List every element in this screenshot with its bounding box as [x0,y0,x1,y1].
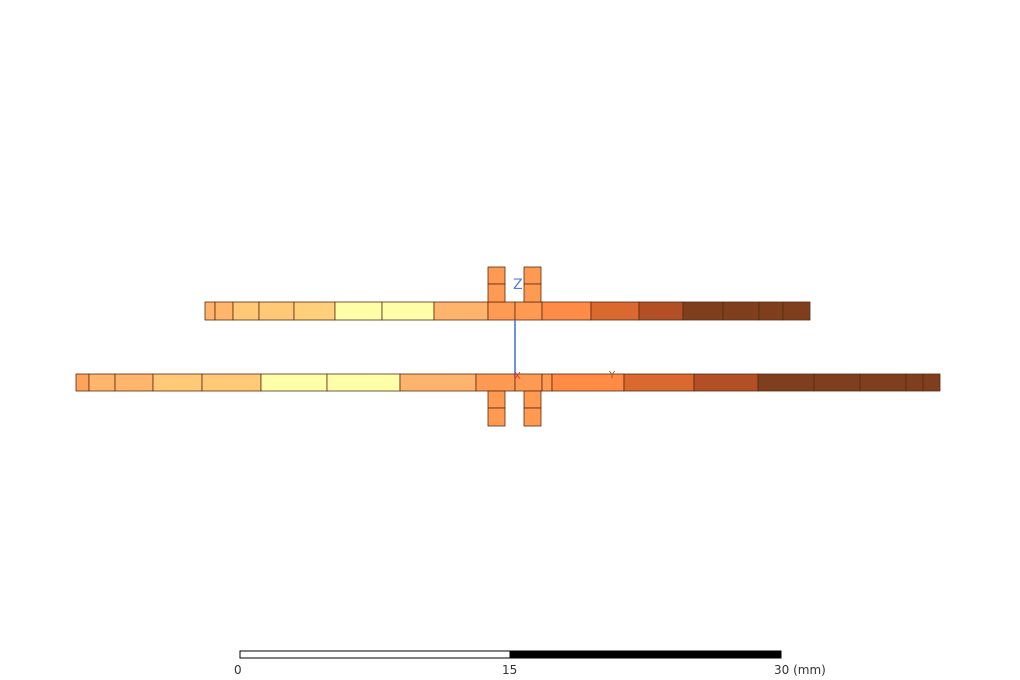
x-axis-label: X [514,371,521,382]
mesh-element [334,301,383,321]
mesh-element [487,301,516,321]
mesh-element [523,283,542,303]
mesh-element [381,301,435,321]
mesh-element [260,373,328,392]
mesh-element [722,301,760,321]
mesh-element [757,373,815,392]
mesh-element [214,301,234,321]
upper-beam-mesh [204,266,811,321]
mesh-element [693,373,759,392]
mesh-element [88,373,116,392]
mesh-element [487,266,506,285]
mesh-element [475,373,516,392]
y-axis-label: Y [608,370,616,381]
mesh-element [758,301,784,321]
mesh-element [487,390,506,409]
scale-bar-label-start: 0 [234,663,242,677]
mesh-element [114,373,154,392]
scale-bar-black-segment [509,650,782,659]
mesh-element [541,301,592,321]
scale-bar [239,650,782,659]
mesh-element [859,373,907,392]
z-axis-label: Z [513,277,523,293]
mesh-element [487,283,506,303]
mesh-element [293,301,336,321]
mesh-element [682,301,724,321]
mesh-element [590,301,640,321]
mesh-element [232,301,260,321]
mesh-element [523,407,542,427]
mesh-element [541,373,553,392]
mesh-element [326,373,401,392]
scale-bar-label-mid: 15 [502,663,518,677]
scale-bar-white-segment [239,650,511,659]
mesh-element [399,373,477,392]
mesh-element [258,301,295,321]
mesh-element [523,390,542,409]
mesh-element [75,373,90,392]
lower-beam-mesh [75,373,941,427]
scale-bar-label-end: 30 (mm) [774,663,826,677]
mesh-element [782,301,811,321]
mesh-element [623,373,695,392]
mesh-element [523,266,542,285]
mesh-element [922,373,941,392]
mesh-element [514,301,543,321]
mesh-element [152,373,203,392]
mesh-element [433,301,489,321]
mesh-element [201,373,262,392]
mesh-element [204,301,216,321]
mesh-element [638,301,684,321]
mesh-element [813,373,861,392]
mesh-element [905,373,924,392]
axis-triad: Z X Y [513,277,616,382]
mesh-element [487,407,506,427]
